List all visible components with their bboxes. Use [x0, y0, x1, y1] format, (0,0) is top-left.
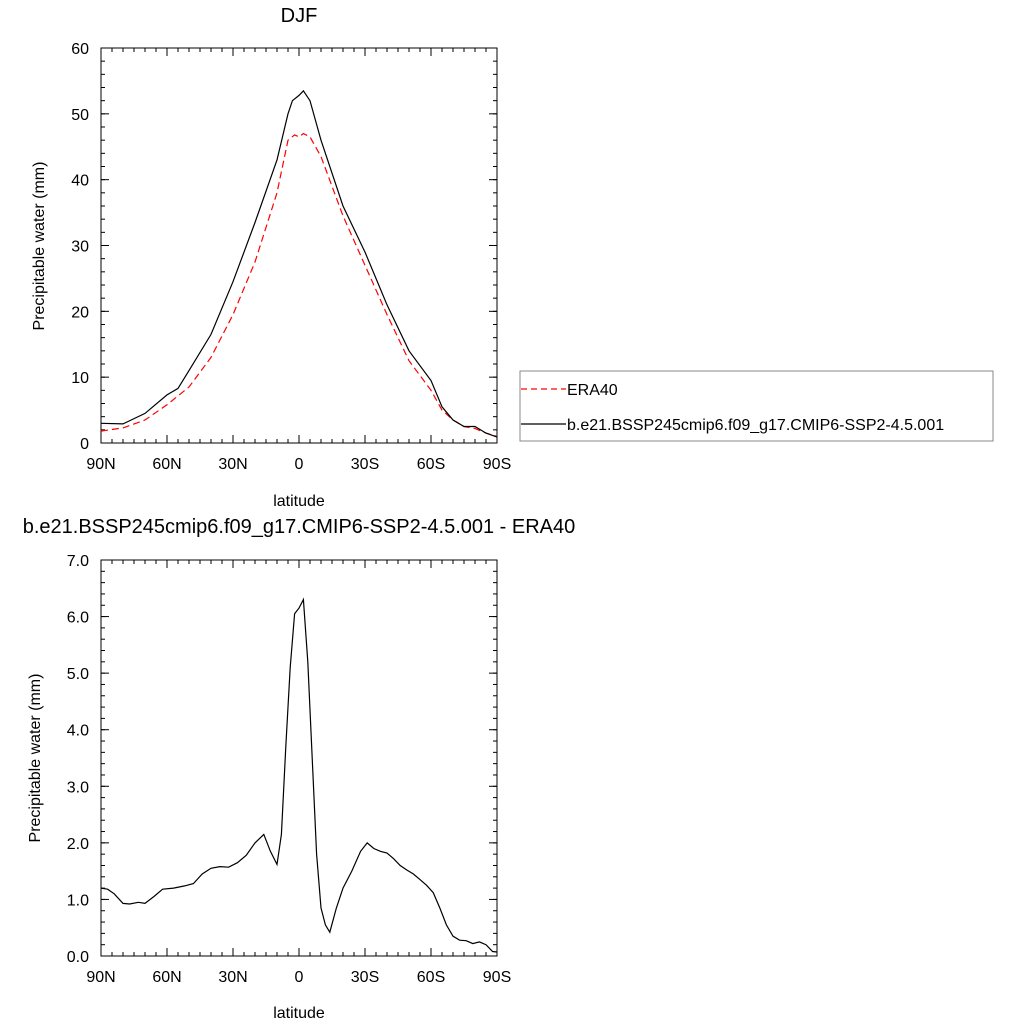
legend-label-era40: ERA40	[567, 382, 618, 399]
y-axis-label-bottom: Precipitable water (mm)	[27, 674, 44, 843]
legend-box	[519, 370, 994, 442]
y-tick-label: 3.0	[67, 779, 89, 796]
series-group-bottom	[100, 597, 498, 953]
legend-label-model: b.e21.BSSP245cmip6.f09_g17.CMIP6-SSP2-4.…	[567, 417, 944, 434]
panel-difference: b.e21.BSSP245cmip6.f09_g17.CMIP6-SSP2-4.…	[23, 516, 576, 1022]
y-tick-label: 7.0	[67, 553, 89, 570]
series-line-bottom-0	[100, 597, 498, 953]
y-tick-label: 2.0	[67, 836, 89, 853]
y-tick-label: 20	[71, 304, 89, 321]
x-axis-label-top: latitude	[273, 493, 325, 510]
x-tick-label: 60N	[152, 456, 181, 473]
x-axis-label-bottom: latitude	[273, 1005, 325, 1022]
x-tick-label: 60S	[417, 969, 445, 986]
x-tick-label: 90N	[86, 969, 115, 986]
y-tick-label: 6.0	[67, 610, 89, 627]
x-tick-label: 90S	[483, 969, 511, 986]
y-tick-label: 40	[71, 173, 89, 190]
x-tick-label: 0	[295, 969, 304, 986]
x-tick-label: 30N	[218, 456, 247, 473]
series-line-top-1	[100, 89, 498, 438]
x-tick-label: 60S	[417, 456, 445, 473]
series-group-top	[100, 89, 498, 438]
x-tick-label: 30S	[351, 456, 379, 473]
y-tick-label: 60	[71, 41, 89, 58]
axis-ticks-bottom: 90N 60N 30N 0 30S 60S 90S 0.0 1.0 2.0 3.0 4.0 5.0 6.0…	[67, 553, 511, 986]
chart-title-bottom: b.e21.BSSP245cmip6.f09_g17.CMIP6-SSP2-4.…	[23, 516, 576, 538]
y-tick-label: 30	[71, 239, 89, 256]
plot-frame-bottom	[100, 559, 498, 957]
panel-djf: DJF 90N 60N 30N 0 30S 60S 90S 0 10 20 30 40 50 60 lat…	[31, 5, 511, 510]
x-tick-label: 60N	[152, 969, 181, 986]
y-axis-label-top: Precipitable water (mm)	[31, 162, 48, 331]
x-tick-label: 30S	[351, 969, 379, 986]
y-tick-label: 1.0	[67, 892, 89, 909]
y-tick-label: 10	[71, 370, 89, 387]
chart-title-top: DJF	[281, 5, 318, 27]
x-tick-label: 90S	[483, 456, 511, 473]
x-tick-label: 0	[295, 456, 304, 473]
plot-frame-top	[100, 47, 498, 444]
series-line-top-0	[100, 132, 498, 437]
y-tick-label: 50	[71, 107, 89, 124]
legend: ERA40 b.e21.BSSP245cmip6.f09_g17.CMIP6-S…	[519, 370, 994, 442]
x-tick-label: 30N	[218, 969, 247, 986]
y-tick-label: 0	[80, 436, 89, 453]
y-tick-label: 0.0	[67, 949, 89, 966]
axis-ticks-top: 90N 60N 30N 0 30S 60S 90S 0 10 20 30 40 50 60	[71, 41, 511, 473]
x-tick-label: 90N	[86, 456, 115, 473]
y-tick-label: 5.0	[67, 666, 89, 683]
y-tick-label: 4.0	[67, 723, 89, 740]
